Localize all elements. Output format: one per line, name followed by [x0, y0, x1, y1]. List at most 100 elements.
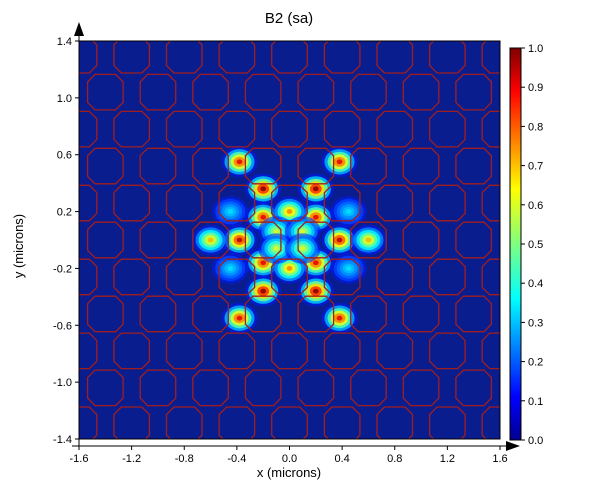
lattice-hole	[481, 110, 500, 148]
x-tick-label: -1.2	[122, 453, 141, 465]
colorbar-tick-label: 0.4	[528, 278, 543, 290]
lattice-hole	[165, 406, 203, 439]
field-intensity-layer	[192, 146, 387, 334]
field-hotspot	[260, 186, 267, 192]
colorbar-tick-label: 0.1	[528, 396, 543, 408]
lattice-hole	[297, 221, 335, 259]
x-tick-labels: -1.6 -1.2 -0.8 -0.4 0.0 0.4 0.8 1.2 1.6	[70, 446, 508, 465]
lattice-hole	[455, 295, 493, 333]
field-hotspot	[299, 229, 306, 234]
lattice-hole	[271, 110, 308, 148]
lattice-hole	[244, 147, 282, 185]
lattice-hole	[244, 369, 282, 407]
lattice-hole	[481, 332, 500, 370]
lattice-hole	[297, 73, 335, 111]
lattice-hole	[402, 369, 440, 407]
field-hotspot	[273, 246, 280, 251]
lattice-hole	[297, 295, 335, 333]
lattice-hole	[79, 184, 98, 222]
field-hotspot	[312, 260, 319, 266]
field-hotspot	[336, 159, 343, 165]
lattice-hole	[455, 147, 493, 185]
lattice-hole	[192, 221, 229, 259]
lattice-hole	[455, 73, 493, 111]
field-hotspot	[260, 214, 267, 220]
lattice-hole	[218, 184, 256, 222]
y-axis-label: y (microns)	[11, 214, 26, 278]
lattice-hole	[376, 184, 414, 222]
y-tick-label: 0.6	[57, 150, 72, 162]
x-tick-label: 1.2	[440, 453, 455, 465]
lattice-hole	[218, 406, 256, 439]
lattice-hole	[428, 110, 466, 148]
x-tick-label: 0.0	[282, 453, 297, 465]
field-hotspot	[299, 246, 306, 251]
x-tick-label: 0.8	[387, 453, 402, 465]
lattice-hole	[297, 369, 335, 407]
lattice-hole	[9, 111, 45, 146]
lattice-hole	[79, 258, 98, 296]
lattice-hole	[350, 73, 387, 111]
x-axis-arrow	[506, 441, 520, 451]
lattice-hole	[428, 332, 466, 370]
lattice-hole	[376, 41, 414, 74]
lattice-hole	[402, 221, 440, 259]
lattice-hole	[9, 333, 45, 369]
lattice-hole	[323, 332, 361, 370]
colorbar-tick-label: 0.2	[528, 357, 543, 369]
lattice-hole	[165, 184, 203, 222]
lattice-hole	[113, 184, 151, 222]
lattice-hole	[192, 369, 229, 407]
lattice-hole	[428, 41, 466, 74]
lattice-hole	[113, 332, 151, 370]
lattice-hole	[350, 147, 387, 185]
y-tick-label: 1.4	[57, 36, 72, 48]
lattice-hole	[271, 406, 308, 439]
field-hotspot	[273, 229, 280, 234]
field-hotspot	[286, 266, 293, 271]
field-hotspot	[312, 214, 319, 220]
lattice-hole	[481, 41, 500, 74]
field-hotspot	[207, 237, 214, 243]
field-hotspot	[260, 260, 267, 266]
lattice-hole	[428, 258, 466, 296]
lattice-hole	[350, 369, 387, 407]
lattice-hole	[323, 406, 361, 439]
lattice-hole	[86, 295, 124, 333]
lattice-hole	[428, 406, 466, 439]
lattice-hole	[323, 184, 361, 222]
lattice-hole	[323, 110, 361, 148]
field-hotspot	[336, 237, 343, 243]
lattice-hole	[376, 110, 414, 148]
lattice-hole	[35, 222, 71, 258]
lattice-hole	[481, 258, 500, 296]
field-hotspot	[260, 288, 267, 294]
x-tick-label: -0.4	[227, 453, 246, 465]
lattice-hole	[192, 295, 229, 333]
y-tick-label: -1.0	[53, 377, 72, 389]
lattice-hole	[244, 73, 282, 111]
y-tick-label: 1.0	[57, 93, 72, 105]
lattice-hole	[218, 110, 256, 148]
lattice-hole	[113, 406, 151, 439]
lattice-hole	[428, 184, 466, 222]
lattice-hole	[139, 369, 177, 407]
y-axis-arrow	[74, 22, 84, 36]
colorbar	[509, 47, 522, 441]
lattice-hole	[402, 295, 440, 333]
field-hotspot	[365, 237, 372, 243]
y-tick-label: -0.6	[53, 320, 72, 332]
y-tick-label: -0.2	[53, 263, 72, 275]
field-hotspot	[236, 315, 243, 321]
lattice-hole	[86, 147, 124, 185]
lattice-hole	[165, 110, 203, 148]
lattice-hole	[218, 41, 256, 74]
colorbar-tick-label: 0.8	[528, 121, 543, 133]
field-hotspot	[312, 186, 319, 192]
colorbar-tick-label: 0.5	[528, 239, 543, 251]
lattice-hole	[218, 332, 256, 370]
lattice-hole	[218, 258, 256, 296]
lattice-hole	[350, 221, 387, 259]
lattice-hole	[244, 295, 282, 333]
plot-area	[9, 41, 500, 439]
